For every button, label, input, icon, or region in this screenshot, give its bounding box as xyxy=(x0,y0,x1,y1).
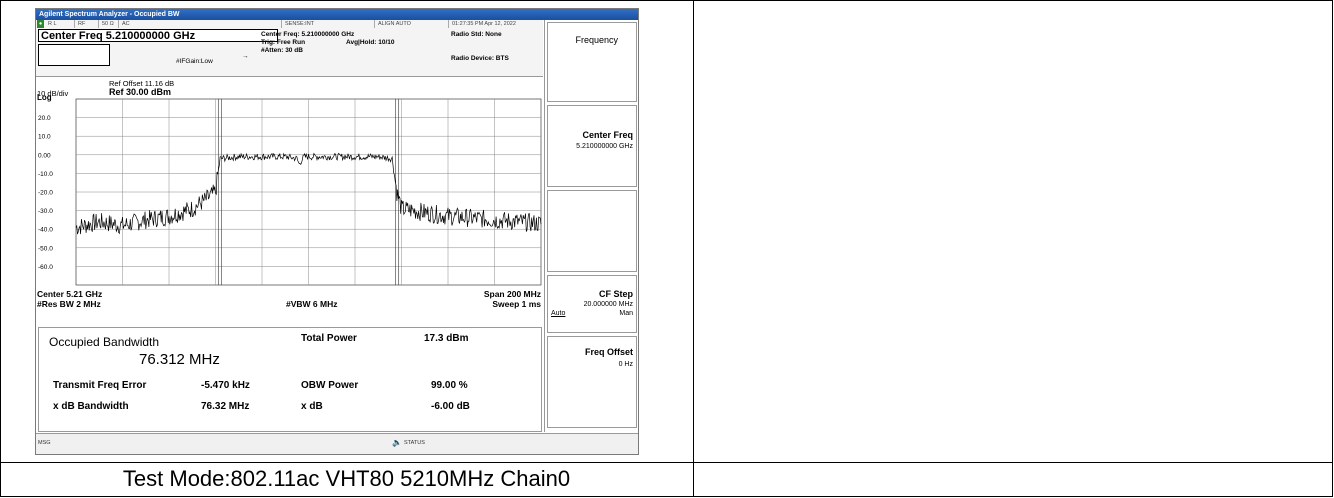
center-label: Center 5.21 GHz xyxy=(37,289,103,299)
window-title: Agilent Spectrum Analyzer - Occupied BW xyxy=(36,9,638,20)
status-led-icon: ● xyxy=(37,20,44,28)
cf-step-man-option[interactable]: Man xyxy=(619,310,633,317)
measurement-info-bar: ● R L RF 50 Ω AC SENSE:INT ALIGN AUTO 01… xyxy=(36,20,543,77)
softkey-panel: Frequency Center Freq 5.210000000 GHz CF… xyxy=(544,20,638,432)
freq-offset-key-value: 0 Hz xyxy=(618,361,633,368)
center-freq-detail: Center Freq: 5.210000000 GHz xyxy=(261,31,355,38)
radio-device-label: Radio Device: BTS xyxy=(451,55,509,62)
plot-footer: Center 5.21 GHz #Res BW 2 MHz #VBW 6 MHz… xyxy=(36,287,543,315)
tfe-label: Transmit Freq Error xyxy=(53,380,147,391)
y-axis-ticks: 20.0 10.0 0.00 -10.0 -20.0 -30.0 -40.0 -50.0 -60… xyxy=(38,115,53,271)
xdb-value: -6.00 dB xyxy=(431,401,470,412)
y-tick-label: 0.00 xyxy=(38,152,51,159)
y-tick-label: 10.0 xyxy=(38,134,51,141)
span-label: Span 200 MHz xyxy=(483,289,541,299)
softkey-center-freq[interactable]: Center Freq 5.210000000 GHz xyxy=(547,105,637,187)
msg-label: MSG xyxy=(38,440,51,446)
y-tick-label: -50.0 xyxy=(38,245,53,252)
vbw-label: #VBW 6 MHz xyxy=(286,299,338,309)
total-power-value: 17.3 dBm xyxy=(424,333,469,344)
cf-step-key-value: 20.000000 MHz xyxy=(583,301,633,308)
table-row-divider xyxy=(0,462,1333,463)
cf-step-auto-option[interactable]: Auto xyxy=(551,310,566,317)
y-tick-label: 20.0 xyxy=(38,115,51,122)
atten-label: #Atten: 30 dB xyxy=(261,47,303,54)
obw-value: 76.312 MHz xyxy=(139,351,220,368)
status-row: ● R L RF 50 Ω AC SENSE:INT ALIGN AUTO 01… xyxy=(36,20,543,28)
cf-step-key-title: CF Step xyxy=(598,289,633,299)
obw-power-value: 99.00 % xyxy=(431,380,468,391)
reference-row: Ref Offset 11.16 dB 10 dB/div Ref 30.00 … xyxy=(36,77,543,98)
scale-label: 10 dB/div xyxy=(37,89,69,98)
ref-level-label: Ref 30.00 dBm xyxy=(109,87,172,97)
center-freq-key-title: Center Freq xyxy=(582,130,633,140)
center-freq-field[interactable]: Center Freq 5.210000000 GHz xyxy=(38,29,278,42)
y-tick-label: -10.0 xyxy=(38,171,53,178)
log-scale-label: Log xyxy=(37,93,52,102)
xdb-bw-value: 76.32 MHz xyxy=(201,401,250,412)
menu-title-label: Frequency xyxy=(575,35,618,45)
y-tick-label: -20.0 xyxy=(38,190,53,197)
sweep-label: Sweep 1 ms xyxy=(492,299,541,309)
spectrum-analyzer-screenshot: Agilent Spectrum Analyzer - Occupied BW … xyxy=(35,8,639,455)
center-freq-key-value: 5.210000000 GHz xyxy=(576,143,633,150)
rf-indicator: RF xyxy=(74,20,85,28)
impedance-indicator: 50 Ω xyxy=(98,20,114,28)
softkey-blank-1 xyxy=(547,190,637,272)
trigger-label: Trig: Free Run xyxy=(261,39,306,46)
test-mode-caption: Test Mode:802.11ac VHT80 5210MHz Chain0 xyxy=(122,466,571,491)
y-tick-label: -60.0 xyxy=(38,264,53,271)
avg-hold-label: Avg|Hold: 10/10 xyxy=(346,39,395,46)
marker-readout-box xyxy=(38,44,110,66)
total-power-label: Total Power xyxy=(301,333,357,344)
xdb-bw-label: x dB Bandwidth xyxy=(53,401,129,412)
timestamp: 01:27:35 PM Apr 12, 2022 xyxy=(448,20,516,28)
tfe-value: -5.470 kHz xyxy=(201,380,250,391)
trace-arrow-icon: → xyxy=(242,53,249,60)
coupling-indicator: AC xyxy=(118,20,130,28)
results-panel: Occupied Bandwidth 76.312 MHz Total Powe… xyxy=(38,327,542,432)
softkey-menu-title: Frequency xyxy=(547,22,637,102)
ref-offset-label: Ref Offset 11.16 dB xyxy=(109,79,175,88)
freq-offset-key-title: Freq Offset xyxy=(584,347,633,357)
sense-indicator: SENSE:INT xyxy=(281,20,314,28)
softkey-freq-offset[interactable]: Freq Offset 0 Hz xyxy=(547,336,637,428)
speaker-icon: 🔈 xyxy=(392,438,402,447)
y-tick-label: -30.0 xyxy=(38,208,53,215)
radio-std-label: Radio Std: None xyxy=(451,31,502,38)
softkey-cf-step[interactable]: CF Step 20.000000 MHz Auto Man xyxy=(547,275,637,333)
message-bar: MSG 🔈 STATUS xyxy=(36,433,638,454)
obw-label: Occupied Bandwidth xyxy=(49,335,160,349)
plot-grid xyxy=(75,98,542,286)
xdb-label: x dB xyxy=(301,401,323,412)
status-label: STATUS xyxy=(404,440,425,446)
rl-indicator: R L xyxy=(48,21,57,27)
spectrum-plot: 20.0 10.0 0.00 -10.0 -20.0 -30.0 -40.0 -50.0 -60… xyxy=(38,98,542,286)
res-bw-label: #Res BW 2 MHz xyxy=(37,299,101,309)
y-tick-label: -40.0 xyxy=(38,227,53,234)
ifgain-label: #IFGain:Low xyxy=(176,58,213,65)
table-column-divider xyxy=(693,0,694,497)
align-indicator: ALIGN AUTO xyxy=(374,20,411,28)
obw-markers xyxy=(217,99,400,285)
spectrum-trace xyxy=(75,152,542,235)
obw-power-label: OBW Power xyxy=(301,380,359,391)
